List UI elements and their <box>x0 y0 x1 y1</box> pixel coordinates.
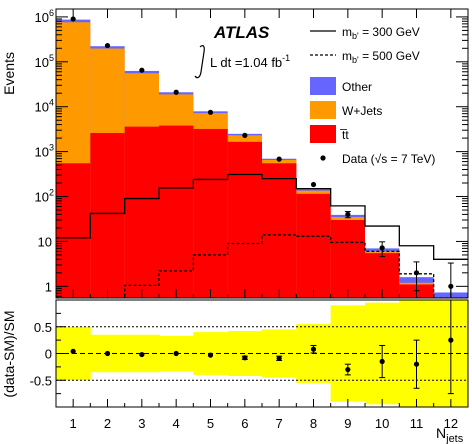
data-point-11 <box>413 270 420 276</box>
ratio-y-axis-title: (data-SM)/SM <box>1 310 17 397</box>
legend-label-signal-2: mb' = 500 GeV <box>342 49 420 65</box>
legend-label-other: Other <box>342 80 372 94</box>
legend: mb' = 300 GeV mb' = 500 GeV Other W+Jets t̅t… <box>310 25 435 166</box>
legend-data-marker <box>320 155 326 161</box>
legend-swatch-w-jets <box>310 101 336 119</box>
luminosity-label: L dt =1.04 fb-1 <box>210 53 290 70</box>
ratio-y-tick-label--0.5: -0.5 <box>30 373 52 388</box>
bar-tt-9 <box>330 220 365 298</box>
data-point-6 <box>242 132 248 138</box>
ratio-y-tick-label-0.5: 0.5 <box>34 320 52 335</box>
bar-tt-7 <box>262 163 297 298</box>
ratio-content <box>56 300 468 407</box>
data-point-1 <box>70 16 76 22</box>
signal-line-2 <box>56 234 468 298</box>
ratio-point-7 <box>276 355 282 361</box>
main-panel: 1 10 102 103 104 105 106 <box>35 8 469 299</box>
ratio-y-tick-label-0: 0 <box>45 347 52 362</box>
bar-tt-2 <box>90 132 125 298</box>
y-tick-label-10: 10 <box>38 234 52 249</box>
data-point-7 <box>276 156 282 162</box>
x-axis-title: Njets <box>436 425 464 444</box>
legend-label-signal-1: mb' = 300 GeV <box>342 25 420 41</box>
x-tick-label-6: 6 <box>241 416 248 431</box>
x-tick-label-1: 1 <box>70 416 77 431</box>
legend-swatch-tt <box>310 125 336 143</box>
x-tick-label-5: 5 <box>207 416 214 431</box>
x-tick-label-4: 4 <box>173 416 180 431</box>
signal-line-1 <box>56 173 468 260</box>
y-tick-label-1000: 103 <box>35 143 54 160</box>
y-tick-label-100: 102 <box>35 188 54 205</box>
x-tick-label-12: 12 <box>444 416 458 431</box>
legend-label-tt: t̅t <box>340 128 350 142</box>
ratio-point-3 <box>139 351 145 358</box>
ratio-point-4 <box>173 350 179 357</box>
y-axis-title: Events <box>1 52 17 95</box>
x-ticks: 1 2 3 4 5 6 7 8 9 10 11 12 <box>55 9 469 431</box>
ratio-point-5 <box>207 352 214 358</box>
x-tick-label-9: 9 <box>344 416 351 431</box>
integral-sign <box>194 45 205 79</box>
bar-tt-8 <box>296 193 331 298</box>
data-point-3 <box>139 67 145 73</box>
data-point-10 <box>379 245 385 251</box>
ratio-point-2 <box>104 350 111 357</box>
bar-tt-1 <box>56 163 91 298</box>
data-point-12 <box>448 283 454 289</box>
stack-bars <box>56 16 468 298</box>
x-tick-label-2: 2 <box>104 416 111 431</box>
ratio-point-12 <box>448 337 454 343</box>
x-tick-label-3: 3 <box>138 416 145 431</box>
x-tick-label-10: 10 <box>375 416 389 431</box>
legend-label-data: Data (√s = 7 TeV) <box>342 152 435 166</box>
experiment-label: ATLAS <box>213 23 270 42</box>
ratio-point-6 <box>242 355 248 361</box>
main-y-ticks: 1 10 102 103 104 105 106 <box>35 8 468 297</box>
bar-tt-4 <box>159 125 194 298</box>
ratio-point-8 <box>310 346 317 352</box>
ratio-point-9 <box>345 366 351 373</box>
labels: 1 2 3 4 5 6 7 8 9 10 11 12Events(data-SM)/SMNjetsAT… <box>1 9 469 444</box>
legend-swatch-other <box>310 77 336 95</box>
data-point-4 <box>173 89 179 95</box>
bar-tt-3 <box>124 126 159 298</box>
data-point-9 <box>345 211 351 217</box>
y-tick-label-1: 1 <box>45 279 52 294</box>
data-point-2 <box>104 42 111 49</box>
data-point-8 <box>310 181 317 188</box>
data-point-5 <box>207 109 214 115</box>
ratio-point-10 <box>379 358 385 365</box>
x-tick-label-8: 8 <box>310 416 317 431</box>
bar-tt-6 <box>227 141 262 298</box>
ratio-panel: -0.5 0 0.5 <box>30 299 469 408</box>
legend-label-w-jets: W+Jets <box>342 104 382 118</box>
y-tick-label-10000: 104 <box>35 98 54 115</box>
x-tick-label-7: 7 <box>276 416 283 431</box>
y-tick-label-1000000: 106 <box>35 8 54 25</box>
x-tick-label-11: 11 <box>410 416 424 431</box>
ratio-point-11 <box>413 361 420 367</box>
ratio-point-1 <box>70 348 76 354</box>
bar-tt-5 <box>193 128 228 298</box>
y-tick-label-100000: 105 <box>35 53 54 70</box>
